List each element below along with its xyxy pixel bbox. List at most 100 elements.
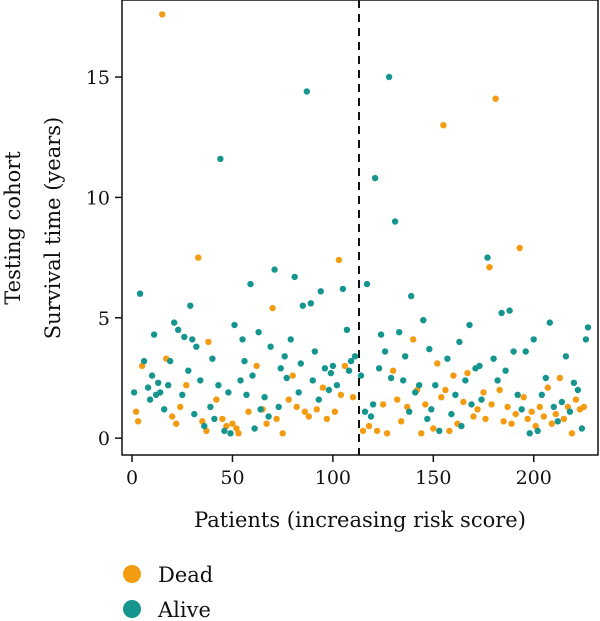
point-dead [293,403,300,411]
point-dead [404,403,411,411]
point-alive [249,372,256,379]
point-dead [496,386,503,394]
point-alive [375,365,383,372]
point-alive [257,406,264,413]
point-alive [371,174,379,182]
point-alive [307,300,314,307]
point-dead [474,406,481,413]
point-dead [285,396,292,403]
point-alive [478,396,485,403]
point-dead [169,413,176,420]
point-alive [255,329,262,336]
point-alive [193,343,200,350]
point-alive [369,401,377,408]
point-alive [325,386,333,394]
point-alive [522,348,529,355]
point-alive [189,336,196,343]
point-alive [155,379,162,386]
point-alive [406,408,413,415]
point-alive [570,379,578,386]
point-alive [377,331,385,338]
point-alive [546,319,553,326]
point-alive [144,384,152,391]
point-alive [510,348,517,355]
x-tick-label: 100 [315,467,351,489]
point-dead [440,122,447,129]
point-alive [167,357,174,365]
point-alive [357,372,365,379]
point-alive [385,73,393,81]
point-dead [263,420,270,427]
point-alive [498,309,505,317]
point-alive [295,389,302,396]
point-alive [181,333,188,341]
point-dead [520,394,527,401]
x-axis-label: Patients (increasing risk score) [194,508,526,532]
legend-label-dead: Dead [158,563,213,587]
series-alive [130,73,592,437]
point-alive [381,348,389,355]
point-alive [584,324,592,331]
point-dead [335,256,343,264]
point-alive [530,336,537,343]
point-alive [243,391,250,398]
point-alive [207,403,214,411]
point-alive [343,326,351,333]
point-dead [323,415,331,423]
point-dead [434,360,441,367]
point-dead [305,413,312,420]
point-alive [558,398,565,406]
point-dead [349,394,357,401]
point-alive [271,266,278,273]
point-dead [235,430,242,437]
point-dead [492,95,499,102]
point-alive [484,254,491,261]
point-dead [528,408,535,415]
point-alive [424,415,431,423]
point-dead [341,362,349,370]
point-dead [512,410,519,418]
point-dead [418,430,425,437]
x-tick-label: 200 [516,467,552,489]
point-alive [514,391,521,398]
point-alive [217,155,224,163]
point-dead [548,420,555,427]
point-alive [321,365,329,372]
series-dead [132,11,588,437]
point-alive [363,280,371,288]
point-dead [516,244,523,252]
point-dead [159,11,166,18]
point-dead [219,415,226,423]
point-dead [504,403,511,411]
point-alive [428,406,435,413]
point-dead [532,422,539,430]
point-dead [301,408,308,415]
point-alive [468,401,475,408]
point-alive [351,353,359,360]
point-dead [213,396,220,403]
point-alive [287,336,294,343]
point-dead [410,336,417,343]
point-alive [161,406,168,413]
legend: Dead Alive [123,563,213,621]
point-alive [554,418,561,425]
axis-ticks: 0 50 100 150 200 0 5 10 15 [86,67,552,489]
point-alive [387,374,395,382]
point-dead [508,420,515,427]
point-alive [185,367,192,374]
point-alive [542,374,549,382]
point-dead [359,427,367,435]
point-alive [299,302,306,309]
point-dead [134,418,142,425]
x-tick-label: 50 [220,467,244,489]
point-alive [171,319,178,326]
point-dead [480,389,487,396]
point-alive [566,408,574,415]
point-alive [462,377,469,384]
point-dead [460,398,467,406]
point-dead [173,420,180,427]
y-tick-label: 10 [86,187,110,209]
point-alive [574,386,582,394]
cohort-label: Testing cohort [1,151,25,305]
point-dead [470,413,477,420]
